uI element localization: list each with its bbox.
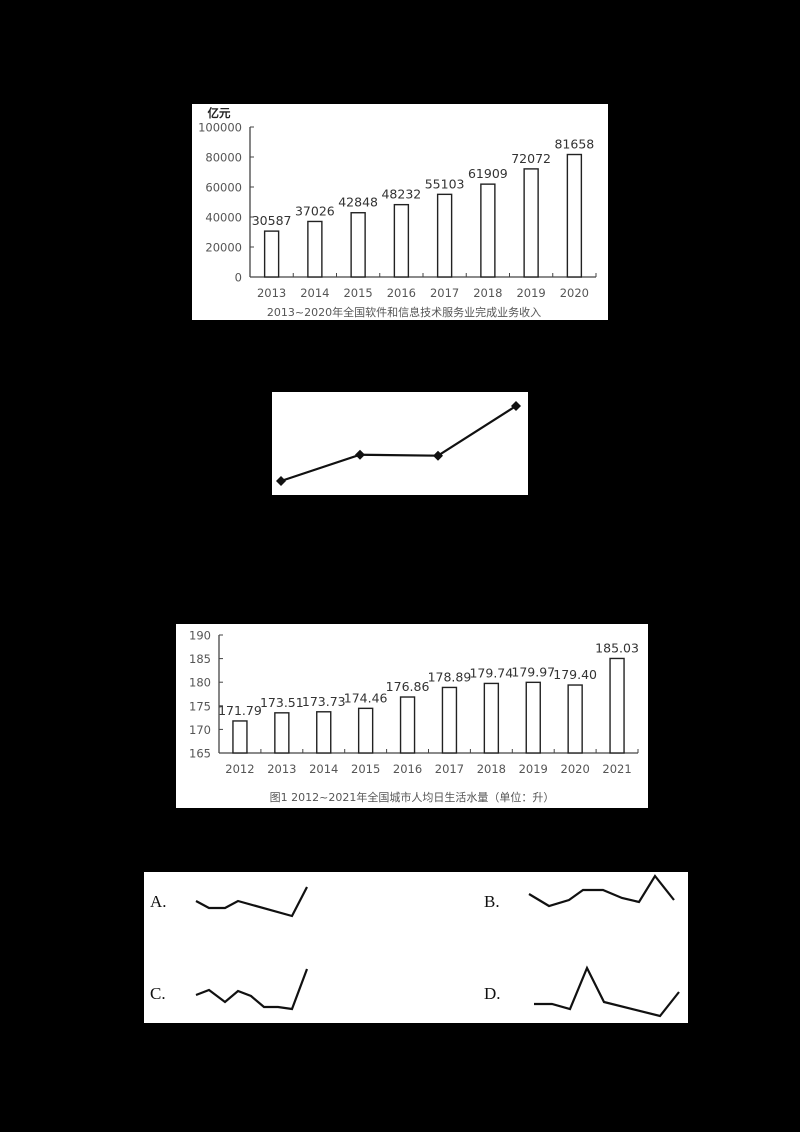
bar-value-label: 179.97 (511, 664, 555, 679)
y-tick-label: 40000 (205, 211, 242, 225)
water-chart-panel: 165 170 175 180 185 190 171.79 2012 173.51 2013 17… (176, 624, 648, 808)
bar-value-label: 179.40 (553, 667, 597, 682)
bar (480, 183, 496, 278)
bar (441, 686, 458, 754)
y-tick-label: 170 (189, 723, 211, 737)
revenue-chart-panel: 0 20000 40000 60000 80000 100000 30587 2013 3702… (192, 104, 608, 320)
x-tick-label: 2014 (300, 286, 329, 300)
y-tick-label: 165 (189, 747, 211, 761)
bar (316, 711, 332, 754)
bar (393, 203, 410, 278)
y-tick-label: 60000 (205, 181, 242, 195)
bar (232, 720, 248, 754)
y-tick-label: 80000 (205, 151, 242, 165)
bar-value-label: 37026 (295, 203, 335, 218)
diamond-line-chart (276, 401, 521, 486)
x-tick-label: 2017 (435, 762, 464, 776)
option-c-label[interactable]: C. (150, 984, 166, 1003)
x-tick-label: 2013 (257, 286, 286, 300)
diamond-marker (511, 401, 521, 411)
x-tick-label: 2018 (477, 762, 506, 776)
x-tick-label: 2019 (516, 286, 545, 300)
bar-value-label: 30587 (252, 213, 292, 228)
x-tick-label: 2017 (430, 286, 459, 300)
option-c-sparkline (195, 968, 309, 1011)
bar (566, 153, 583, 278)
x-tick-label: 2021 (602, 762, 631, 776)
bar (567, 684, 583, 754)
bar-value-label: 179.74 (469, 665, 513, 680)
bar-value-label: 171.79 (218, 703, 262, 718)
x-tick-label: 2016 (387, 286, 416, 300)
chart-title: 2013~2020年全国软件和信息技术服务业完成业务收入 (267, 305, 541, 319)
bar (274, 712, 290, 754)
option-b-sparkline (528, 874, 675, 908)
y-tick-label: 175 (189, 699, 211, 713)
x-tick-label: 2019 (519, 762, 548, 776)
option-d-label[interactable]: D. (484, 984, 501, 1003)
bar-value-label: 48232 (381, 187, 421, 202)
bar-value-label: 176.86 (386, 679, 430, 694)
x-tick-label: 2020 (561, 762, 590, 776)
options-panel: A. B. C. D. (144, 872, 688, 1023)
bar (436, 193, 453, 278)
diamond-marker (276, 476, 286, 486)
line-chart-panel (272, 392, 528, 495)
y-tick-label: 180 (189, 676, 211, 690)
x-tick-label: 2013 (267, 762, 296, 776)
bar (263, 230, 280, 278)
option-b-label[interactable]: B. (484, 892, 500, 911)
bar-value-label: 61909 (468, 166, 508, 181)
x-tick-label: 2018 (473, 286, 502, 300)
bar-value-label: 55103 (425, 176, 465, 191)
water-bar-chart: 165 170 175 180 185 190 171.79 2012 173.51 2013 17… (189, 629, 639, 805)
bar-value-label: 81658 (554, 137, 594, 152)
y-tick-label: 0 (235, 271, 242, 285)
option-d-sparkline (534, 965, 680, 1018)
option-a-label[interactable]: A. (150, 892, 167, 911)
option-sparklines (195, 874, 680, 1018)
y-tick-label: 190 (189, 629, 211, 643)
x-tick-label: 2012 (225, 762, 254, 776)
y-axis-unit-label: 亿元 (208, 106, 231, 120)
bar-value-label: 185.03 (595, 640, 639, 655)
bar-value-label: 72072 (511, 151, 551, 166)
x-tick-label: 2015 (343, 286, 372, 300)
bar (357, 707, 374, 754)
chart-title: 图1 2012~2021年全国城市人均日生活水量（单位：升） (270, 790, 555, 804)
revenue-bar-chart: 0 20000 40000 60000 80000 100000 30587 2013 3702… (198, 106, 597, 319)
x-tick-label: 2016 (393, 762, 422, 776)
bar (483, 682, 500, 754)
x-tick-label: 2014 (309, 762, 338, 776)
x-tick-label: 2015 (351, 762, 380, 776)
bar (307, 220, 323, 278)
y-tick-label: 185 (189, 652, 211, 666)
bar (609, 657, 625, 754)
bar-value-label: 178.89 (428, 669, 472, 684)
bar-value-label: 174.46 (344, 690, 388, 705)
bar-value-label: 173.73 (302, 694, 346, 709)
bar (399, 696, 416, 754)
bar (350, 212, 366, 278)
bar-value-label: 42848 (338, 195, 378, 210)
data-line (280, 405, 517, 483)
option-a-sparkline (195, 886, 308, 918)
x-tick-label: 2020 (560, 286, 589, 300)
y-tick-label: 100000 (198, 121, 242, 135)
diamond-marker (355, 449, 365, 460)
bar (523, 168, 539, 278)
bar-value-label: 173.51 (260, 695, 304, 710)
y-tick-label: 20000 (205, 241, 242, 255)
bar (525, 681, 541, 754)
diamond-marker (433, 450, 443, 461)
